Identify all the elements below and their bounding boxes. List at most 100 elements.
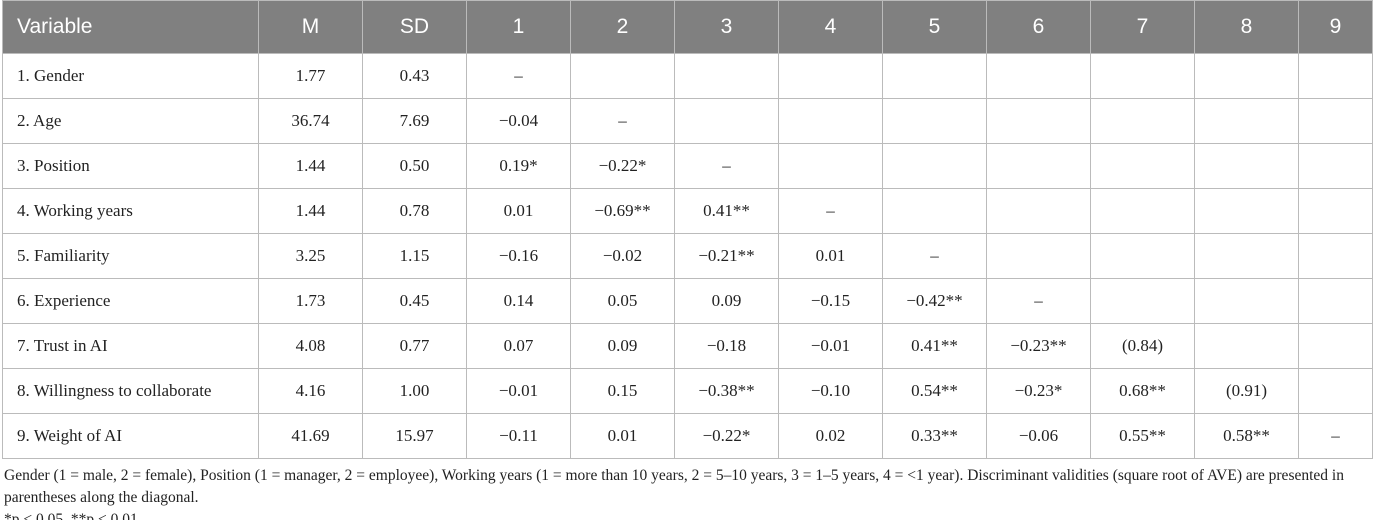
value-cell: −0.10 bbox=[778, 368, 883, 414]
value-cell: 0.54** bbox=[882, 368, 987, 414]
value-cell: 0.09 bbox=[570, 323, 675, 369]
empty-cell bbox=[570, 53, 675, 99]
empty-cell bbox=[1090, 143, 1195, 189]
table-body: 1. Gender 1.77 0.43–2. Age 36.74 7.69 −0.04–3… bbox=[2, 53, 1373, 459]
table-row: 5. Familiarity 3.25 1.15 −0.16 −0.02 −0.21** 0… bbox=[2, 233, 1373, 279]
value-cell: 0.68** bbox=[1090, 368, 1195, 414]
value-cell: (0.91) bbox=[1194, 368, 1299, 414]
value-cell: 0.77 bbox=[362, 323, 467, 369]
value-cell: 0.07 bbox=[466, 323, 571, 369]
value-cell: 0.58** bbox=[1194, 413, 1299, 459]
empty-cell bbox=[778, 143, 883, 189]
value-cell: – bbox=[882, 233, 987, 279]
empty-cell bbox=[882, 53, 987, 99]
value-cell: 0.43 bbox=[362, 53, 467, 99]
empty-cell bbox=[1298, 278, 1373, 324]
empty-cell bbox=[882, 143, 987, 189]
value-cell: −0.18 bbox=[674, 323, 779, 369]
value-cell: −0.21** bbox=[674, 233, 779, 279]
empty-cell bbox=[1194, 233, 1299, 279]
variable-cell: 7. Trust in AI bbox=[2, 323, 259, 369]
table-row: 2. Age 36.74 7.69 −0.04– bbox=[2, 98, 1373, 144]
header-row: Variable M SD 1 2 3 4 5 6 7 8 9 bbox=[2, 0, 1373, 54]
value-cell: −0.22* bbox=[570, 143, 675, 189]
value-cell: – bbox=[778, 188, 883, 234]
empty-cell bbox=[1298, 98, 1373, 144]
value-cell: 0.15 bbox=[570, 368, 675, 414]
empty-cell bbox=[882, 188, 987, 234]
value-cell: 1.73 bbox=[258, 278, 363, 324]
value-cell: −0.23** bbox=[986, 323, 1091, 369]
value-cell: −0.04 bbox=[466, 98, 571, 144]
value-cell: 0.41** bbox=[882, 323, 987, 369]
value-cell: −0.11 bbox=[466, 413, 571, 459]
value-cell: −0.06 bbox=[986, 413, 1091, 459]
header-cell: 7 bbox=[1090, 0, 1195, 54]
header-cell: 5 bbox=[882, 0, 987, 54]
value-cell: −0.42** bbox=[882, 278, 987, 324]
value-cell: – bbox=[674, 143, 779, 189]
value-cell: −0.16 bbox=[466, 233, 571, 279]
header-cell: 2 bbox=[570, 0, 675, 54]
value-cell: – bbox=[570, 98, 675, 144]
table-row: 4. Working years 1.44 0.78 0.01 −0.69** 0.41*… bbox=[2, 188, 1373, 234]
value-cell: −0.22* bbox=[674, 413, 779, 459]
value-cell: 0.09 bbox=[674, 278, 779, 324]
empty-cell bbox=[1298, 233, 1373, 279]
empty-cell bbox=[1298, 323, 1373, 369]
value-cell: 36.74 bbox=[258, 98, 363, 144]
empty-cell bbox=[1298, 368, 1373, 414]
empty-cell bbox=[986, 188, 1091, 234]
empty-cell bbox=[1090, 53, 1195, 99]
empty-cell bbox=[986, 233, 1091, 279]
empty-cell bbox=[1090, 278, 1195, 324]
value-cell: 3.25 bbox=[258, 233, 363, 279]
variable-cell: 2. Age bbox=[2, 98, 259, 144]
empty-cell bbox=[1194, 278, 1299, 324]
table-row: 3. Position 1.44 0.50 0.19* −0.22* – bbox=[2, 143, 1373, 189]
value-cell: 1.15 bbox=[362, 233, 467, 279]
value-cell: 7.69 bbox=[362, 98, 467, 144]
value-cell: (0.84) bbox=[1090, 323, 1195, 369]
empty-cell bbox=[1090, 233, 1195, 279]
value-cell: 0.01 bbox=[570, 413, 675, 459]
table-row: 6. Experience 1.73 0.45 0.14 0.05 0.09 −0.15 −0… bbox=[2, 278, 1373, 324]
header-cell: SD bbox=[362, 0, 467, 54]
empty-cell bbox=[1194, 323, 1299, 369]
value-cell: 0.78 bbox=[362, 188, 467, 234]
value-cell: 0.14 bbox=[466, 278, 571, 324]
value-cell: −0.15 bbox=[778, 278, 883, 324]
empty-cell bbox=[778, 98, 883, 144]
header-cell: Variable bbox=[2, 0, 259, 54]
value-cell: −0.69** bbox=[570, 188, 675, 234]
table-row: 8. Willingness to collaborate 4.16 1.00 −0.… bbox=[2, 368, 1373, 414]
table-row: 7. Trust in AI 4.08 0.77 0.07 0.09 −0.18 −0.01… bbox=[2, 323, 1373, 369]
value-cell: 41.69 bbox=[258, 413, 363, 459]
value-cell: 0.05 bbox=[570, 278, 675, 324]
variable-cell: 1. Gender bbox=[2, 53, 259, 99]
value-cell: 15.97 bbox=[362, 413, 467, 459]
note: Gender (1 = male, 2 = female), Position … bbox=[4, 467, 1344, 506]
value-cell: 1.44 bbox=[258, 188, 363, 234]
empty-cell bbox=[674, 53, 779, 99]
value-cell: 0.19* bbox=[466, 143, 571, 189]
value-cell: 1.77 bbox=[258, 53, 363, 99]
empty-cell bbox=[986, 98, 1091, 144]
value-cell: 1.44 bbox=[258, 143, 363, 189]
empty-cell bbox=[1298, 188, 1373, 234]
value-cell: – bbox=[1298, 413, 1373, 459]
correlation-table: Variable M SD 1 2 3 4 5 6 7 8 9 1. Gender 1.77 0.43–2… bbox=[2, 0, 1373, 459]
value-cell: 4.08 bbox=[258, 323, 363, 369]
empty-cell bbox=[1194, 188, 1299, 234]
empty-cell bbox=[1194, 98, 1299, 144]
header-cell: 3 bbox=[674, 0, 779, 54]
value-cell: −0.23* bbox=[986, 368, 1091, 414]
note: *p < 0.05, **p < 0.01. bbox=[4, 511, 142, 520]
variable-cell: 8. Willingness to collaborate bbox=[2, 368, 259, 414]
value-cell: 1.00 bbox=[362, 368, 467, 414]
value-cell: 0.41** bbox=[674, 188, 779, 234]
value-cell: −0.01 bbox=[778, 323, 883, 369]
value-cell: 0.01 bbox=[466, 188, 571, 234]
empty-cell bbox=[1194, 53, 1299, 99]
